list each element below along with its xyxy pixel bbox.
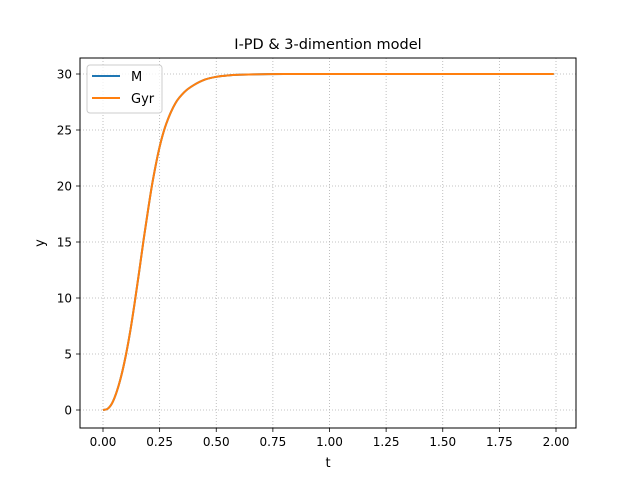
y-tick-label: 5	[64, 348, 72, 362]
x-axis-label: t	[325, 456, 330, 471]
y-tick-label: 10	[57, 292, 72, 306]
legend-label-m: M	[131, 70, 142, 85]
x-tick-label: 1.25	[373, 435, 400, 449]
series-lines	[102, 72, 554, 411]
legend-label-gyr: Gyr	[131, 92, 155, 107]
y-tick-label: 20	[57, 180, 72, 194]
x-tick-label: 0.75	[260, 435, 287, 449]
x-axis-ticks: 0.00 0.25 0.50 0.75 1.00 1.25 1.50 1.75 2.00	[90, 428, 570, 449]
x-tick-label: 1.75	[486, 435, 513, 449]
y-axis-label: y	[33, 239, 48, 247]
y-tick-label: 15	[57, 236, 72, 250]
x-tick-label: 2.00	[543, 435, 570, 449]
x-tick-label: 0.50	[203, 435, 230, 449]
x-tick-label: 1.50	[429, 435, 456, 449]
plot-area: 0.00 0.25 0.50 0.75 1.00 1.25 1.50 1.75 2.00 0 5 1…	[57, 57, 577, 449]
series-line-gyr	[102, 72, 554, 411]
y-tick-label: 25	[57, 124, 72, 138]
chart-title: I-PD & 3-dimention model	[234, 37, 421, 53]
y-tick-label: 0	[64, 404, 72, 418]
legend: M Gyr	[86, 64, 163, 114]
x-tick-label: 1.00	[316, 435, 343, 449]
x-tick-label: 0.25	[146, 435, 173, 449]
x-tick-label: 0.00	[90, 435, 117, 449]
y-axis-ticks: 0 5 10 15 20 25 30	[57, 68, 80, 418]
y-tick-label: 30	[57, 68, 72, 82]
axes-frame	[79, 57, 577, 429]
